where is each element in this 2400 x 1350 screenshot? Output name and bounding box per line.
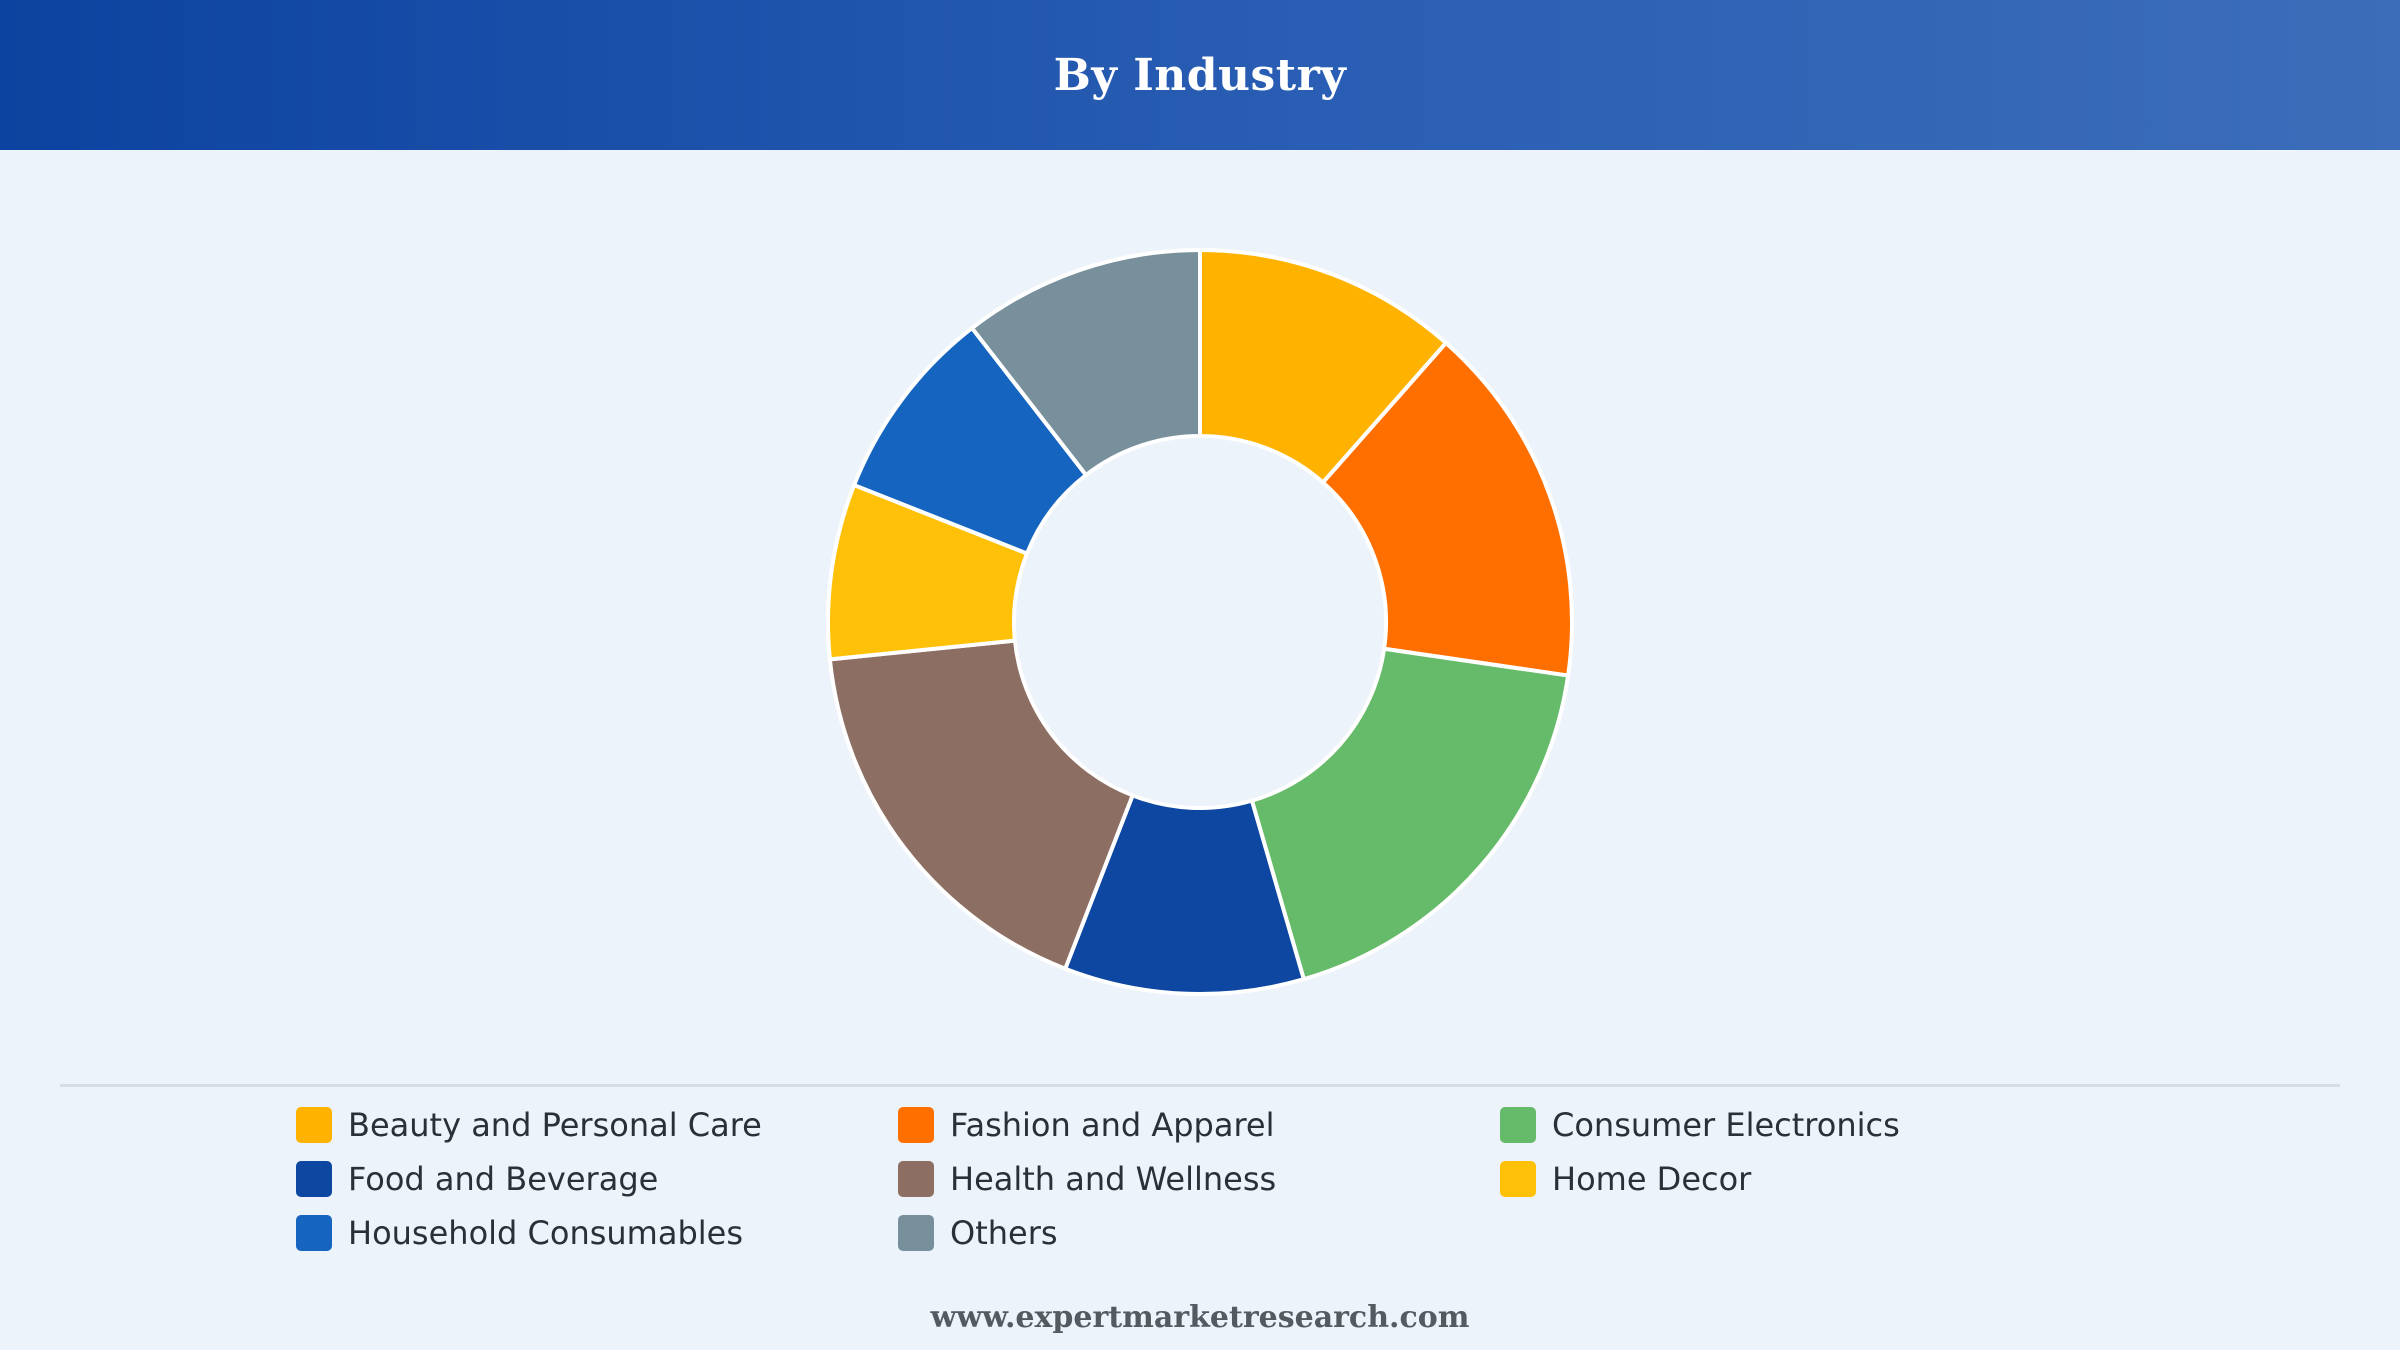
legend-label: Home Decor (1552, 1160, 1752, 1198)
legend-swatch (296, 1161, 332, 1197)
donut-slice-food-and-beverage (1063, 793, 1306, 996)
legend-swatch (296, 1107, 332, 1143)
chart-title: By Industry (1053, 49, 1347, 101)
donut-chart-area (0, 150, 2400, 1080)
legend-item: Household Consumables (296, 1206, 898, 1260)
legend-item: Others (898, 1206, 1500, 1260)
donut-slice-health-and-wellness (827, 638, 1135, 971)
legend-label: Health and Wellness (950, 1160, 1277, 1198)
legend-swatch (1500, 1107, 1536, 1143)
donut-slice-beauty-and-personal-care (1198, 248, 1449, 485)
legend-label: Others (950, 1214, 1058, 1252)
legend-label: Consumer Electronics (1552, 1106, 1900, 1144)
donut-slice-fashion-and-apparel (1321, 340, 1574, 678)
legend-swatch (296, 1215, 332, 1251)
legend-label: Food and Beverage (348, 1160, 659, 1198)
legend-item: Health and Wellness (898, 1152, 1500, 1206)
legend-item: Consumer Electronics (1500, 1098, 2102, 1152)
donut-slice-consumer-electronics (1249, 646, 1571, 982)
legend-label: Beauty and Personal Care (348, 1106, 762, 1144)
donut-slice-others (969, 248, 1202, 478)
legend-label: Fashion and Apparel (950, 1106, 1275, 1144)
legend-swatch (898, 1107, 934, 1143)
legend-item: Fashion and Apparel (898, 1098, 1500, 1152)
legend-swatch (898, 1161, 934, 1197)
donut-chart (826, 248, 1574, 996)
footer-source-url: www.expertmarketresearch.com (930, 1300, 1470, 1335)
legend-item: Home Decor (1500, 1152, 2102, 1206)
chart-legend: Beauty and Personal Care Fashion and App… (296, 1098, 2116, 1260)
legend-divider (60, 1084, 2340, 1087)
legend-item: Food and Beverage (296, 1152, 898, 1206)
legend-swatch (898, 1215, 934, 1251)
header-banner: By Industry (0, 0, 2400, 150)
legend-label: Household Consumables (348, 1214, 744, 1252)
donut-hole (1016, 438, 1384, 806)
legend-swatch (1500, 1161, 1536, 1197)
legend-item: Beauty and Personal Care (296, 1098, 898, 1152)
